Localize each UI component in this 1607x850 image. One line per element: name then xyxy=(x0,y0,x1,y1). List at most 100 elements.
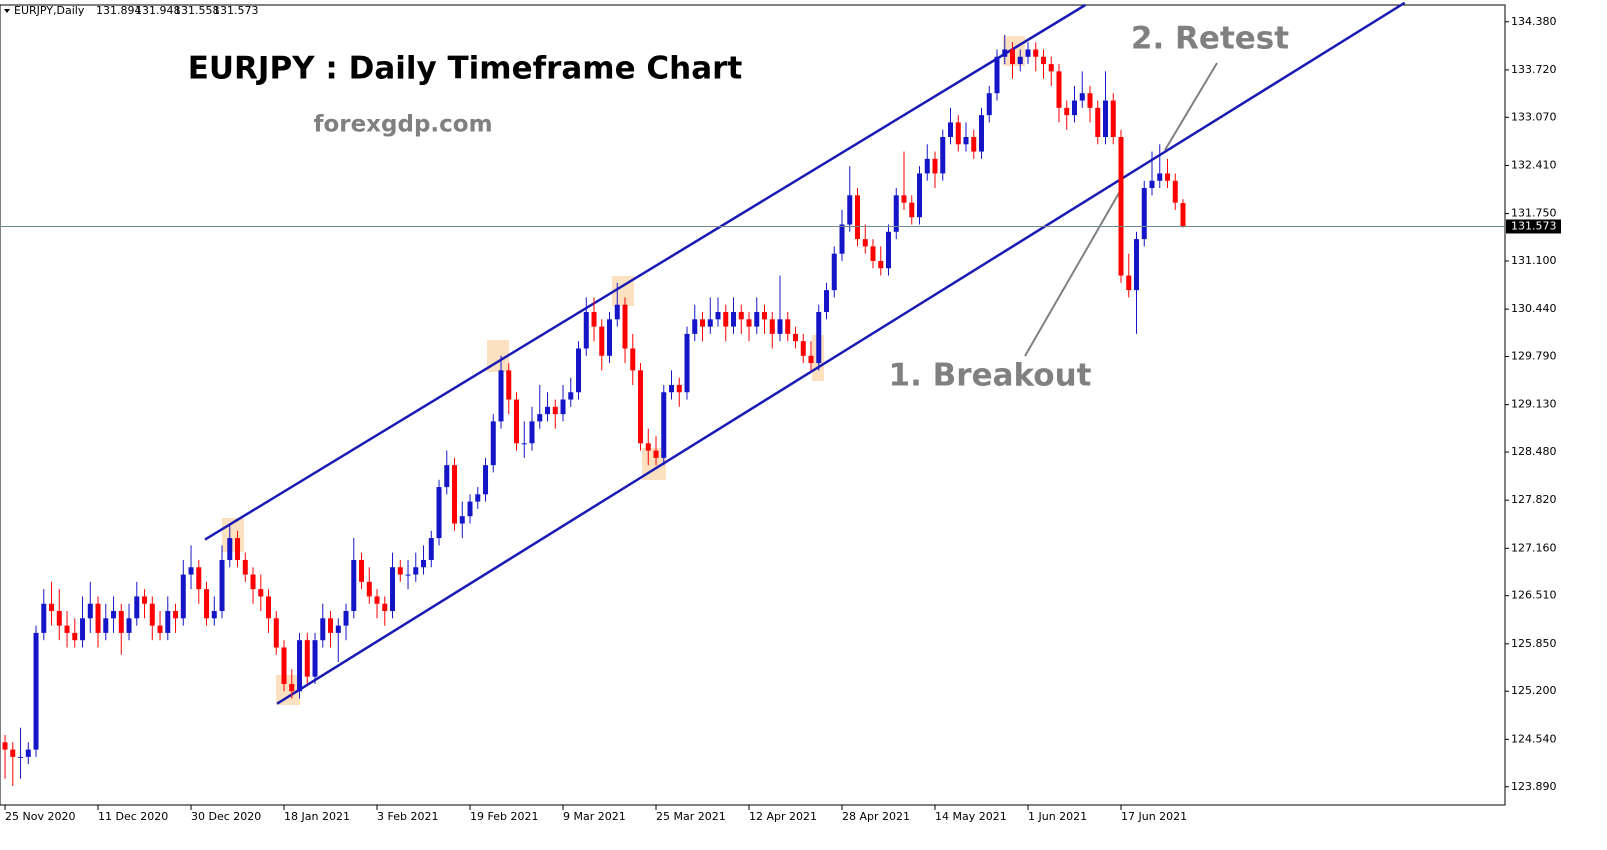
touch-highlight xyxy=(276,675,300,705)
candle-body xyxy=(103,618,109,633)
candle-body xyxy=(676,384,682,393)
candle-body xyxy=(297,640,303,692)
candle-body xyxy=(87,603,93,619)
candle-body xyxy=(855,195,861,240)
plot-frame xyxy=(0,4,1506,806)
candle-body xyxy=(211,611,217,619)
candle-body xyxy=(1079,93,1085,101)
candle-body xyxy=(335,625,341,633)
candle-body xyxy=(963,136,969,145)
candle-body xyxy=(576,348,582,393)
candle-body xyxy=(405,574,411,576)
y-tick-label: 123.890 xyxy=(1511,780,1557,793)
candle-body xyxy=(18,756,24,758)
candle-body xyxy=(397,567,403,575)
candle-body xyxy=(126,618,132,633)
candle-body xyxy=(196,567,202,590)
candle-body xyxy=(754,312,760,327)
candle-body xyxy=(1157,173,1163,181)
candle-body xyxy=(1095,107,1101,137)
candle-body xyxy=(118,611,124,633)
annotation-arrow xyxy=(1164,62,1218,151)
candle-body xyxy=(72,632,78,641)
candle-body xyxy=(1149,180,1155,189)
candle-body xyxy=(583,312,589,349)
trend-line xyxy=(276,1,1406,705)
candle-body xyxy=(483,465,489,495)
candle-body xyxy=(10,749,16,757)
candle-body xyxy=(630,348,636,371)
candle-body xyxy=(994,56,1000,94)
candle-body xyxy=(971,136,977,152)
y-tick-label: 127.160 xyxy=(1511,541,1557,554)
candle-body xyxy=(173,611,179,619)
x-tick-label: 18 Jan 2021 xyxy=(284,810,350,823)
y-tick-label: 130.440 xyxy=(1511,302,1557,315)
candle-body xyxy=(475,494,481,502)
candle-body xyxy=(1064,107,1070,116)
candle-body xyxy=(723,312,729,327)
candle-body xyxy=(800,341,806,356)
annotation: 1. Breakout xyxy=(889,358,1092,394)
candle-body xyxy=(1180,203,1186,227)
candle-body xyxy=(359,559,365,582)
y-tick-label: 129.790 xyxy=(1511,350,1557,363)
x-tick-label: 12 Apr 2021 xyxy=(749,810,817,823)
candle-body xyxy=(886,231,892,269)
header-high: 131.948 xyxy=(135,4,181,17)
candle-body xyxy=(940,136,946,174)
candle-body xyxy=(266,596,272,619)
candle-body xyxy=(413,567,419,575)
candle-body xyxy=(948,122,954,137)
candle-body xyxy=(762,312,768,320)
y-tick-label: 134.380 xyxy=(1511,15,1557,28)
candle-body xyxy=(777,319,783,334)
candle-body xyxy=(428,538,434,560)
chart-subtitle: forexgdp.com xyxy=(313,112,492,138)
candle-body xyxy=(467,501,473,517)
candle-body xyxy=(312,640,318,677)
candle-body xyxy=(281,647,287,684)
y-tick-label: 129.130 xyxy=(1511,398,1557,411)
candle-body xyxy=(49,603,55,612)
x-tick-label: 14 May 2021 xyxy=(935,810,1007,823)
candle-body xyxy=(638,370,644,444)
candle-body xyxy=(738,312,744,320)
candle-body xyxy=(1048,64,1054,72)
candle-body xyxy=(979,115,985,152)
candle-body xyxy=(95,603,101,633)
candle-body xyxy=(552,406,558,415)
candle-body xyxy=(545,406,551,415)
candle-body xyxy=(33,632,39,750)
trend-line xyxy=(204,3,1087,541)
candle-body xyxy=(1017,56,1023,65)
y-tick-label: 126.510 xyxy=(1511,589,1557,602)
candle-body xyxy=(374,596,380,604)
candle-body xyxy=(235,538,241,560)
candle-body xyxy=(808,355,814,364)
candle-body xyxy=(769,319,775,334)
y-tick-label: 127.820 xyxy=(1511,493,1557,506)
candle-body xyxy=(599,326,605,356)
candle-body xyxy=(1056,71,1062,108)
candle-body xyxy=(1025,49,1031,57)
y-tick-label: 132.410 xyxy=(1511,158,1557,171)
candle-body xyxy=(149,603,155,626)
candle-body xyxy=(289,683,295,692)
symbol: EURJPY,Daily xyxy=(14,4,85,17)
x-tick-label: 30 Dec 2020 xyxy=(191,810,261,823)
candle-body xyxy=(506,370,512,400)
candle-body xyxy=(568,392,574,400)
candle-body xyxy=(831,253,837,291)
y-tick-label: 133.070 xyxy=(1511,110,1557,123)
annotation-arrow xyxy=(1024,185,1124,357)
header-close: 131.573 xyxy=(213,4,259,17)
candle-body xyxy=(366,581,372,597)
candle-body xyxy=(498,370,504,422)
candle-body xyxy=(25,749,31,757)
candle-body xyxy=(653,450,659,458)
candle-body xyxy=(328,618,334,633)
y-tick-label: 125.850 xyxy=(1511,637,1557,650)
candle-body xyxy=(932,158,938,174)
